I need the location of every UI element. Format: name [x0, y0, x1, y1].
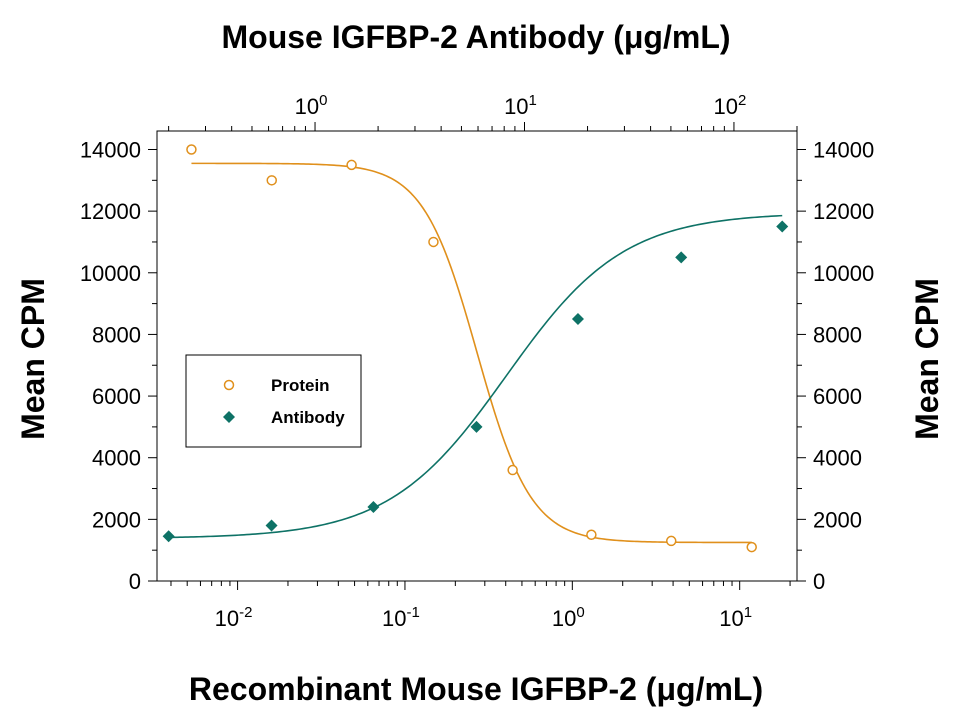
- protein-data-point: [507, 464, 518, 476]
- y2-axis-tick-label: 0: [813, 569, 825, 594]
- x2-axis-tick-label: 100: [295, 92, 328, 119]
- y2-axis-tick-label: 4000: [813, 446, 862, 471]
- chart-title: Mouse IGFBP-2 Antibody (μg/mL): [221, 19, 730, 55]
- y-axis-tick-label: 14000: [80, 137, 141, 162]
- points-layer: [162, 144, 789, 553]
- y-axis-tick-label: 4000: [92, 446, 141, 471]
- y-axis-tick-label: 10000: [80, 261, 141, 286]
- legend-protein-label: Protein: [271, 376, 330, 395]
- y2-axis-tick-label: 2000: [813, 507, 862, 532]
- y2-axis-tick-label: 8000: [813, 322, 862, 347]
- axes-layer: 10-2 10-1 100 101 100 101 102 0 2000 4000 6000 8000…: [80, 92, 874, 631]
- y-axis-title: Mean CPM: [15, 278, 51, 440]
- y2-axis-title: Mean CPM: [909, 278, 945, 440]
- y-axis-tick-label: 0: [129, 569, 141, 594]
- x-axis-tick-label: 10-2: [215, 604, 253, 631]
- protein-data-point: [665, 535, 677, 547]
- antibody-data-point: [265, 519, 278, 532]
- antibody-fit-curve: [168, 214, 783, 539]
- antibody-data-point: [571, 313, 584, 326]
- antibody-data-point: [470, 420, 483, 433]
- antibody-data-point: [776, 220, 789, 233]
- y2-axis-tick-label: 6000: [813, 384, 862, 409]
- protein-fit-curve: [191, 162, 752, 544]
- y-axis-tick-label: 12000: [80, 199, 141, 224]
- x-axis-tick-label: 101: [719, 604, 752, 631]
- protein-data-point: [746, 541, 757, 553]
- legend-antibody-marker: [223, 411, 235, 423]
- protein-data-point: [586, 529, 597, 541]
- legend-protein-marker: [223, 379, 235, 391]
- y2-axis-tick-label: 14000: [813, 137, 874, 162]
- x2-axis-tick-label: 101: [504, 92, 537, 119]
- protein-data-point: [186, 144, 197, 155]
- y2-axis-tick-label: 12000: [813, 199, 874, 224]
- y-axis-tick-label: 2000: [92, 507, 141, 532]
- x-axis-tick-label: 10-1: [382, 604, 420, 631]
- legend-box: [185, 354, 362, 448]
- y-axis-tick-label: 6000: [92, 384, 141, 409]
- plot-frame: [156, 130, 798, 582]
- x2-axis-tick-label: 102: [714, 92, 747, 119]
- x-axis-tick-label: 100: [552, 604, 585, 631]
- antibody-data-point: [675, 251, 688, 264]
- y2-axis-tick-label: 10000: [813, 261, 874, 286]
- protein-data-point: [428, 236, 439, 248]
- curves-layer: [168, 162, 783, 544]
- legend-antibody-label: Antibody: [271, 408, 345, 427]
- protein-data-point: [346, 159, 357, 171]
- protein-data-point: [266, 175, 277, 186]
- antibody-data-point: [367, 501, 380, 514]
- x-axis-title: Recombinant Mouse IGFBP-2 (μg/mL): [189, 671, 763, 707]
- antibody-data-point: [162, 530, 175, 543]
- y-axis-tick-label: 8000: [92, 322, 141, 347]
- legend: Protein Antibody: [185, 354, 362, 448]
